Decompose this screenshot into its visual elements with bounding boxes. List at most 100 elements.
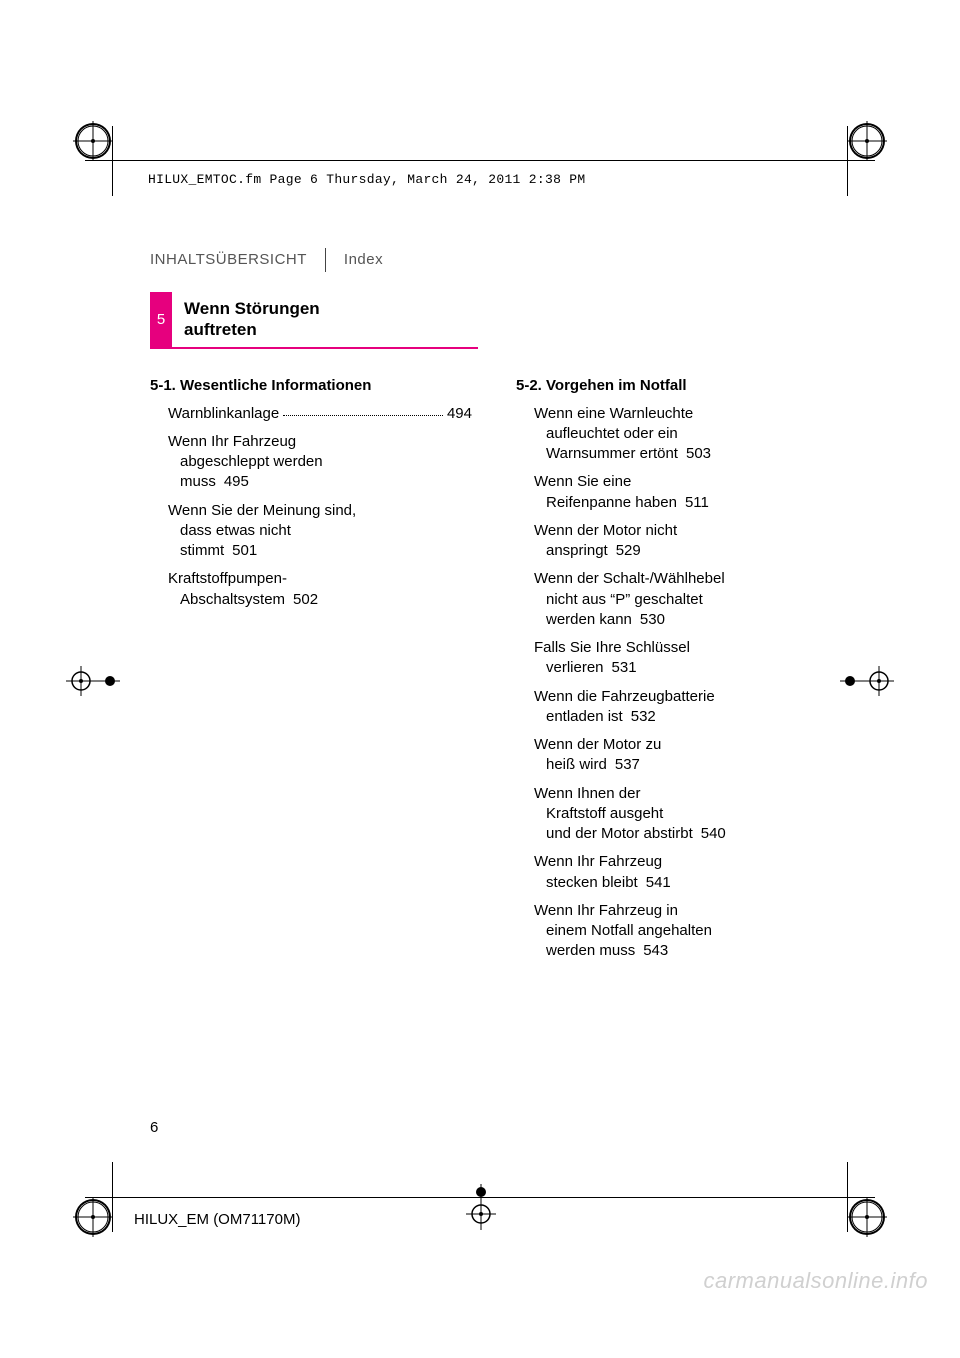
toc-entry: Wenn der Motor nichtanspringt 529 [516,521,838,562]
toc-entry: Falls Sie Ihre Schlüsselverlieren 531 [516,638,838,679]
page-root: HILUX_EMTOC.fm Page 6 Thursday, March 24… [0,0,960,1358]
page-number: 6 [150,1119,158,1136]
crop-rule-top-right [847,126,848,196]
registration-mark-bottom-right [844,1194,890,1240]
toc-entry-line: Wenn eine Warnleuchte [534,404,838,424]
toc-entry-line: Wenn Ihr Fahrzeug [534,852,838,872]
toc-entry: Wenn Sie der Meinung sind,dass etwas nic… [150,501,472,562]
registration-mark-top-right [844,118,890,164]
section-heading: 5-1. Wesentliche Informationen [150,377,472,394]
document-id: HILUX_EM (OM71170M) [134,1211,300,1228]
crop-rule-bottom-right [847,1162,848,1232]
toc-entry-lastline: Reifenpanne haben511 [534,493,838,513]
toc-entry: Wenn der Motor zuheiß wird 537 [516,735,838,776]
toc-entry-page: 532 [631,708,656,725]
toc-entry: Wenn der Schalt-/Wählhebelnicht aus “P” … [516,569,838,630]
toc-entry-text: entladen ist [546,708,623,725]
toc-entry-lastline: entladen ist 532 [534,707,838,727]
toc-leader-dots [283,415,443,416]
toc-entry-line: Wenn der Schalt-/Wählhebel [534,569,838,589]
registration-mark-bottom-left [70,1194,116,1240]
crop-rule-top [85,160,875,161]
toc-entry-line: dass etwas nicht [168,521,472,541]
toc-entry-text: werden kann [546,611,632,628]
toc-entry-text: Reifenpanne haben [546,494,677,511]
toc-entry-page: 502 [293,591,318,608]
chapter-title: Wenn Störungen auftreten [172,292,478,347]
toc-entry-line: Wenn Sie der Meinung sind, [168,501,472,521]
toc-entry-lastline: werden kann 530 [534,610,838,630]
registration-target-mid-right [840,660,894,702]
chapter-heading: 5 Wenn Störungen auftreten [150,292,478,349]
toc-entry-line: Falls Sie Ihre Schlüssel [534,638,838,658]
crop-rule-top-left [112,126,113,196]
toc-entry-line: Wenn der Motor nicht [534,521,838,541]
toc-entry-text: Warnblinkanlage [168,404,279,424]
toc-entry-page: 541 [646,874,671,891]
toc-entry-lastline: werden muss 543 [534,941,838,961]
toc-entry: Wenn Ihnen derKraftstoff ausgehtund der … [516,784,838,845]
toc-entry-text: stecken bleibt [546,874,638,891]
toc-entry: Wenn Ihr Fahrzeug ineinem Notfall angeha… [516,901,838,962]
toc-entry-line: Wenn Ihr Fahrzeug [168,432,472,452]
registration-target-bottom-center [460,1184,502,1230]
file-stamp: HILUX_EMTOC.fm Page 6 Thursday, March 24… [148,172,585,187]
toc-entry-page: 540 [701,825,726,842]
toc-entry-page: 531 [612,659,637,676]
toc-entry-line: Wenn Ihr Fahrzeug in [534,901,838,921]
toc-entry: Kraftstoffpumpen- Abschaltsystem 502 [150,569,472,610]
tab-separator [325,248,326,272]
toc-entry: Wenn Ihr Fahrzeugabgeschleppt werdenmuss… [150,432,472,493]
section-heading: 5-2. Vorgehen im Notfall [516,377,838,394]
tab-index: Index [344,251,383,268]
toc-entry-text: stimmt [180,542,224,559]
toc-entry-lastline: und der Motor abstirbt 540 [534,824,838,844]
toc-entry: Wenn Ihr Fahrzeug stecken bleibt 541 [516,852,838,893]
chapter-number: 5 [150,292,172,347]
toc-entry-text: heiß wird [546,756,607,773]
toc-entry-text: werden muss [546,942,635,959]
content-area: INHALTSÜBERSICHT Index 5 Wenn Störungen … [150,248,840,1158]
toc-entry-text: und der Motor abstirbt [546,825,693,842]
toc-entry: Wenn Sie eineReifenpanne haben511 [516,472,838,513]
toc-entry-line: Kraftstoff ausgeht [534,804,838,824]
toc-entry-line: Wenn Ihnen der [534,784,838,804]
toc-entry-text: muss [180,473,216,490]
toc-entry-line: Wenn Sie eine [534,472,838,492]
toc-entry-text: Abschaltsystem [180,591,285,608]
header-tabs: INHALTSÜBERSICHT Index [150,248,840,268]
toc-entry-line: Wenn die Fahrzeugbatterie [534,687,838,707]
toc-entry: Wenn eine Warnleuchteaufleuchtet oder ei… [516,404,838,465]
toc-entry-text: anspringt [546,542,608,559]
toc-entry-page: 494 [447,404,472,424]
toc-entry-page: 537 [615,756,640,773]
toc-entry-page: 543 [643,942,668,959]
toc-entry-line: einem Notfall angehalten [534,921,838,941]
toc-entry-line: aufleuchtet oder ein [534,424,838,444]
registration-target-mid-left [66,660,120,702]
toc-entry-page: 495 [224,473,249,490]
toc-entry-lastline: verlieren 531 [534,658,838,678]
toc-entry-lastline: muss 495 [168,472,472,492]
toc-entry-lastline: stimmt 501 [168,541,472,561]
toc-entry-text: Warnsummer ertönt [546,445,678,462]
toc-entry-line: abgeschleppt werden [168,452,472,472]
toc-column-right: 5-2. Vorgehen im Notfall Wenn eine Warnl… [516,377,838,970]
toc-column-left: 5-1. Wesentliche Informationen Warnblink… [150,377,472,970]
toc-entry-page: 529 [616,542,641,559]
toc-entry-line: Wenn der Motor zu [534,735,838,755]
toc-entry-page: 501 [232,542,257,559]
toc-entry-page: 503 [686,445,711,462]
toc-entry-page: 530 [640,611,665,628]
toc-entry-lastline: Warnblinkanlage 494 [168,404,472,424]
registration-mark-top-left [70,118,116,164]
toc-entry-lastline: Warnsummer ertönt 503 [534,444,838,464]
toc-entry: Wenn die Fahrzeugbatterieentladen ist 532 [516,687,838,728]
crop-rule-bottom-left [112,1162,113,1232]
toc-entry-lastline: Abschaltsystem 502 [168,590,472,610]
toc-entry-text: verlieren [546,659,604,676]
toc-entry-lastline: anspringt 529 [534,541,838,561]
toc-entry-line: Kraftstoffpumpen- [168,569,472,589]
toc-entry-lastline: stecken bleibt 541 [534,873,838,893]
toc-entry: Warnblinkanlage 494 [150,404,472,424]
